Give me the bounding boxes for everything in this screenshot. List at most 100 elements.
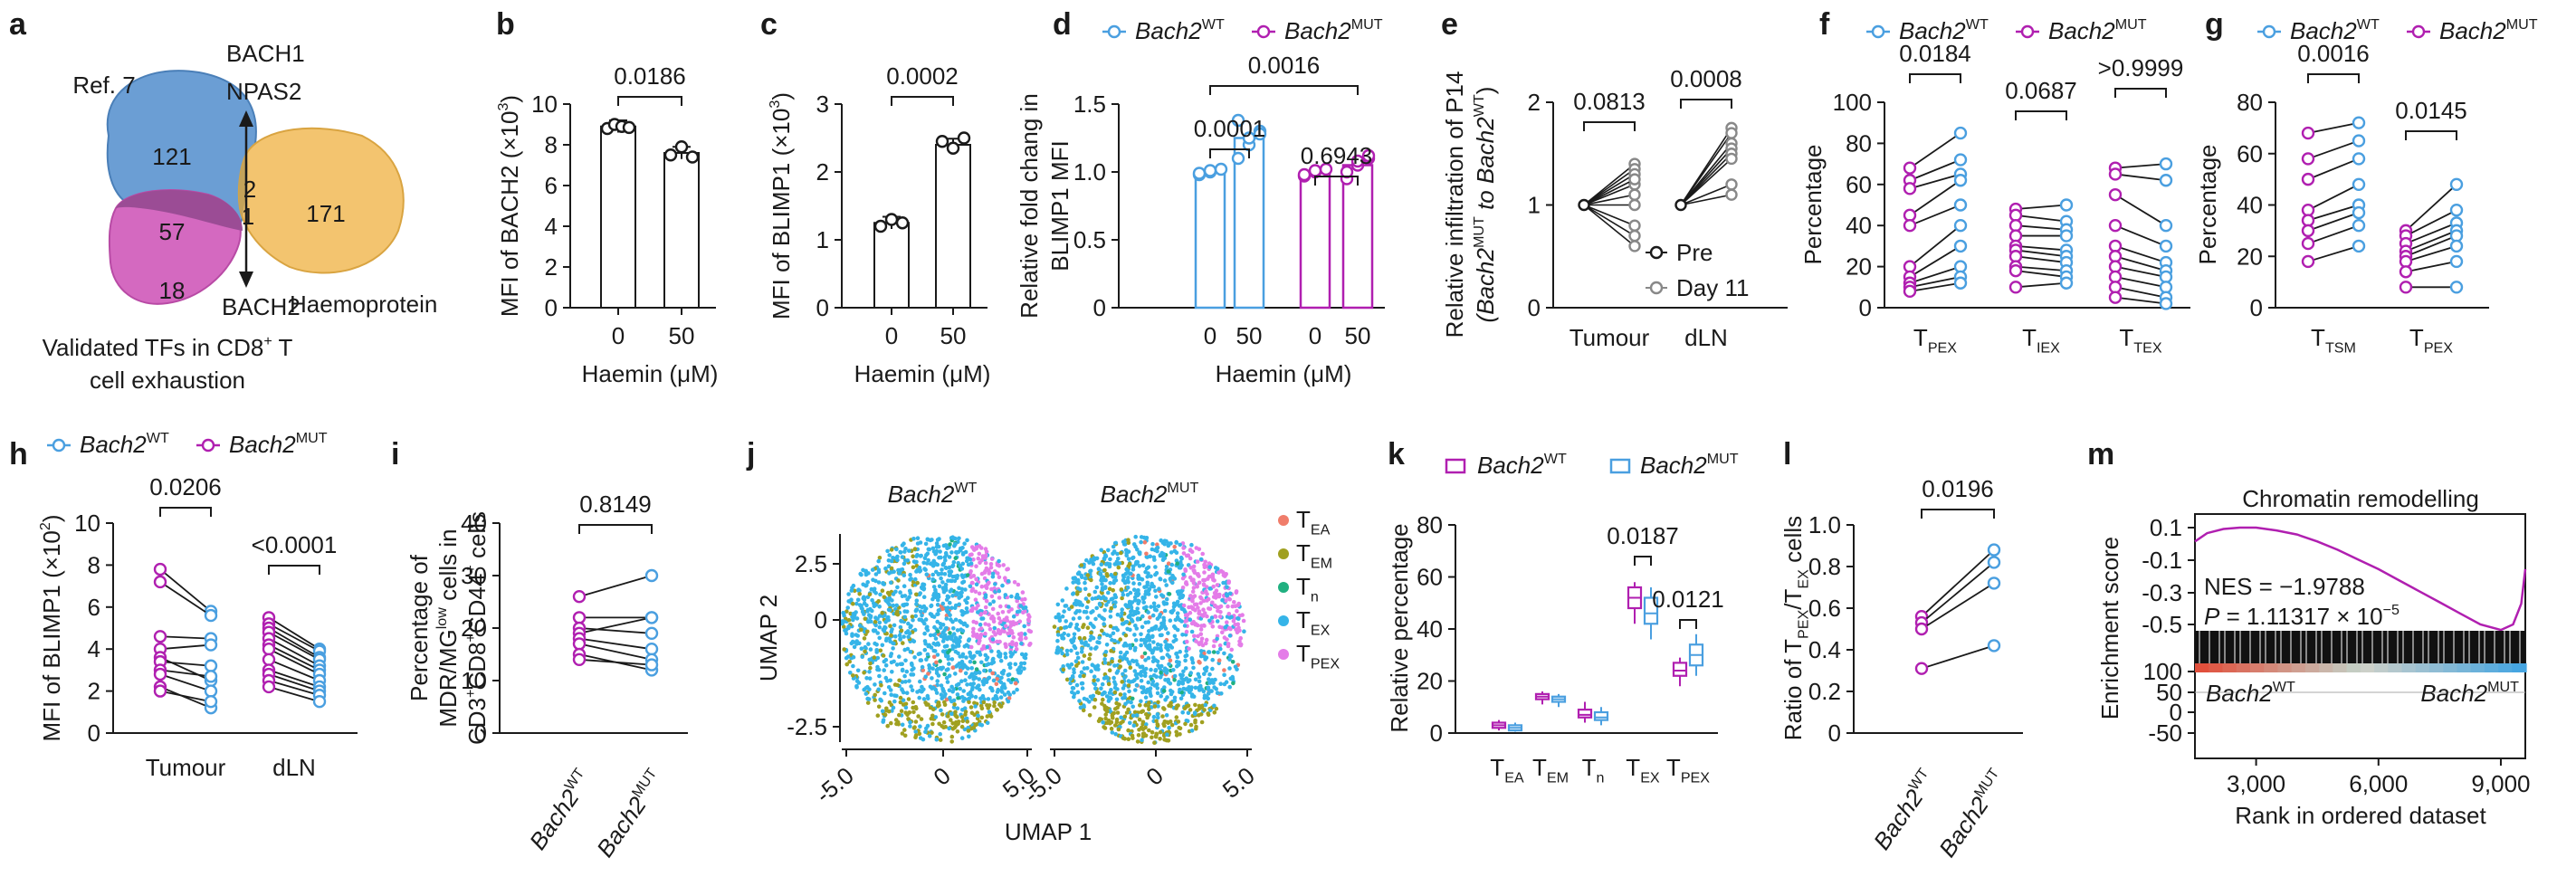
panel-h-x-tick-label: dLN (272, 754, 316, 781)
panel-g-y-tick-label: 0 (2250, 294, 2263, 321)
panel-f-legend-marker-wt (1871, 24, 1885, 39)
venn-label-ref7: Ref. 7 (72, 71, 135, 99)
umap-cell-point (940, 567, 944, 572)
umap-cell-point (1140, 654, 1145, 660)
umap-cell-point (986, 697, 991, 701)
panel-h-pair-line (268, 680, 320, 697)
panel-l-pair-line (1921, 644, 1995, 670)
umap-cell-point (987, 710, 992, 714)
umap-cell-point (1002, 692, 1007, 697)
umap-cell-point (1112, 663, 1117, 668)
umap-cell-point (938, 665, 943, 671)
umap-cell-point (1140, 596, 1146, 601)
umap-cell-point (1102, 585, 1108, 589)
panel-g-group1-bracket (2405, 130, 2457, 140)
umap-cell-point (1202, 708, 1207, 712)
umap-cell-point (1024, 652, 1028, 657)
panel-h-pair-line (268, 643, 320, 672)
umap-cell-point (913, 729, 918, 734)
panel-i-pair-line (578, 616, 653, 634)
umap-cell-point (892, 693, 897, 698)
panel-g-pair-line (2405, 222, 2457, 244)
umap-cell-point (1216, 650, 1220, 655)
umap-cell-point (982, 677, 987, 682)
umap-cell-point (891, 705, 896, 710)
umap-cell-point (909, 624, 913, 628)
panel-h-y-tick-label: 6 (88, 594, 100, 621)
umap-cell-point (1140, 664, 1145, 669)
panel-f-pair-line (2015, 265, 2067, 272)
umap-cell-point (983, 593, 988, 597)
umap-cell-point (857, 623, 863, 628)
umap-cell-point (935, 629, 940, 634)
umap-cell-point (1222, 635, 1227, 640)
panel-i-pair-line (578, 575, 653, 598)
umap-cell-point (1084, 666, 1090, 671)
umap-cell-point (1214, 706, 1219, 711)
umap-cell-point (936, 572, 941, 576)
umap-cell-point (946, 650, 950, 655)
panel-c-data-point (884, 213, 899, 226)
panel-letter-k: k (1388, 437, 1405, 472)
umap-cell-point (920, 664, 925, 670)
umap-cell-point (1001, 669, 1007, 673)
umap-cell-point (1095, 678, 1101, 682)
umap-cell-point (886, 614, 891, 620)
umap-cell-point (951, 698, 957, 703)
umap-cell-point (1234, 627, 1238, 632)
panel-k-box (1643, 596, 1659, 625)
umap-cell-point (1064, 648, 1070, 653)
umap-cell-point (1068, 677, 1073, 681)
umap-cell-point (1180, 710, 1185, 715)
umap-cell-point (1210, 575, 1215, 580)
umap-cell-point (1134, 713, 1140, 718)
umap-cell-point (1164, 738, 1169, 743)
umap-cell-point (969, 666, 974, 671)
umap-cell-point (889, 569, 894, 575)
umap-cell-point (968, 569, 973, 574)
umap-cell-point (1012, 580, 1017, 585)
panel-f-x-tick-label: TPEX (1913, 324, 1957, 356)
umap-cell-point (1088, 653, 1092, 657)
umap-cell-point (1195, 584, 1199, 589)
text-part: MUT (296, 430, 328, 446)
umap-cell-point (1206, 687, 1211, 692)
umap-cell-point (974, 582, 979, 587)
umap-cell-point (876, 704, 882, 710)
umap-cell-point (860, 654, 864, 659)
umap-cell-point (1120, 617, 1125, 622)
umap-cell-point (1212, 685, 1216, 690)
umap-cell-point (924, 657, 929, 662)
umap-cell-point (1214, 605, 1219, 610)
umap-cell-point (862, 612, 866, 616)
umap-cell-point (987, 626, 993, 632)
panel-f-mut-point (1953, 276, 1968, 290)
umap-cell-point (910, 662, 914, 668)
umap-cell-point (883, 566, 888, 571)
umap-cell-point (1158, 633, 1163, 638)
umap-cell-point (1019, 661, 1024, 666)
umap-cell-point (926, 547, 931, 552)
panel-b-x-label: Haemin (μM) (582, 360, 719, 387)
panel-k-x-tick-label: TEX (1626, 754, 1660, 786)
umap-cell-point (1156, 704, 1160, 709)
umap-cell-point (1204, 641, 1208, 646)
umap-cell-point (983, 568, 987, 574)
umap-cell-point (1124, 710, 1130, 715)
umap-cell-point (1087, 656, 1092, 662)
umap-cell-point (1093, 595, 1098, 601)
panel-h-wt-point (262, 653, 276, 666)
umap-cell-point (1206, 691, 1211, 696)
umap-cell-point (990, 671, 995, 676)
umap-cell-point (1197, 679, 1202, 684)
umap-cell-point (936, 608, 941, 613)
panel-g-mut-point (2449, 281, 2464, 294)
umap-cell-point (949, 605, 954, 610)
umap-cell-point (902, 584, 907, 588)
umap-cell-point (1220, 630, 1225, 634)
panel-d-mut-pvalue: 0.6943 (1301, 142, 1373, 169)
umap-cell-point (1064, 677, 1070, 682)
panel-g-group0-pvalue: 0.0016 (2297, 40, 2370, 67)
panel-h-pair-line (268, 627, 320, 659)
umap-cell-point (991, 599, 996, 604)
